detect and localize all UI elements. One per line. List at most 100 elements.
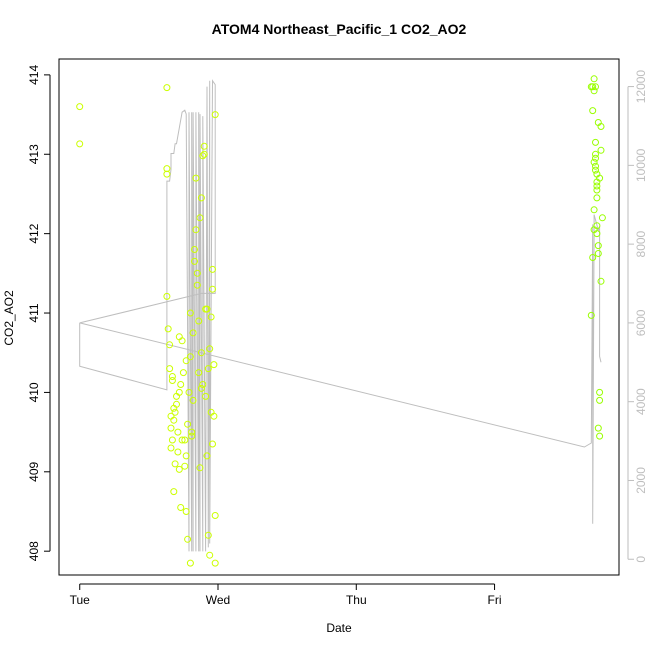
data-point [189,329,197,337]
data-point [191,246,198,253]
data-point [166,341,174,349]
plot-frame [58,58,620,576]
data-point [185,388,193,396]
data-point [175,333,183,341]
data-point [206,551,214,559]
data-point [173,392,180,400]
right-tick-label: 4000 [634,388,648,415]
data-point [593,170,601,178]
data-point [200,150,208,158]
data-point [209,285,216,293]
data-point [597,277,605,285]
data-point [179,369,187,377]
data-point [210,361,218,369]
data-point [181,462,189,470]
data-point [186,309,194,317]
data-point [197,194,205,202]
left-tick-label: 412 [27,223,41,243]
right-tick-label: 2000 [634,467,648,494]
data-point [195,317,203,325]
data-point [197,384,205,392]
right-tick-label: 6000 [634,309,648,336]
left-tick-label: 413 [27,144,41,164]
data-point [195,369,203,377]
data-point [209,265,216,273]
data-point [191,257,198,265]
data-point [596,396,604,404]
data-point [206,345,214,353]
data-point [168,436,176,444]
data-point [199,152,207,160]
data-point [590,158,598,166]
data-point [590,87,598,95]
data-point [184,535,192,543]
data-point [203,305,211,313]
data-point [203,452,211,460]
series-line [79,79,602,552]
data-point [590,206,598,214]
data-point [167,444,175,452]
data-point [168,373,176,380]
right-tick-label: 12000 [634,70,648,104]
data-point [211,512,219,519]
bottom-axis: Tue Wed Thu Fri [70,583,502,607]
bottom-tick-label: Thu [346,593,367,607]
data-point [192,226,200,234]
data-point [197,349,205,357]
left-tick-label: 414 [27,65,41,85]
data-point [593,186,601,194]
chart-title: ATOM4 Northeast_Pacific_1 CO2_AO2 [212,21,467,37]
data-point [182,357,190,365]
left-tick-label: 411 [27,303,41,322]
data-point [596,432,604,440]
bottom-tick-label: Fri [488,593,502,607]
data-point [590,226,598,234]
data-point [587,311,595,319]
data-point [592,138,599,146]
data-point [170,404,178,412]
data-point [204,365,212,373]
data-point [200,142,208,150]
data-point [166,365,174,373]
data-point [598,214,606,222]
data-point [593,194,601,202]
secondary-line-layer [79,79,602,552]
data-point [207,313,215,321]
points-layer [76,75,606,567]
data-point [196,464,204,472]
right-axis: 0 2000 4000 6000 8000 10000 12000 [627,70,648,563]
data-point [177,504,185,511]
data-point [589,254,597,261]
data-point [597,146,605,154]
data-point [596,388,604,396]
data-point [592,154,599,162]
data-point [164,325,172,333]
data-point [592,150,599,158]
data-point [589,83,597,91]
data-point [592,83,599,91]
bottom-tick-label: Wed [206,593,230,607]
data-point [168,377,176,384]
data-point [175,465,183,473]
bottom-tick-label: Tue [70,593,91,607]
left-tick-label: 410 [27,382,41,402]
data-point [188,432,196,440]
data-point [199,381,207,388]
right-tick-label: 10000 [634,148,648,182]
data-point [178,436,186,444]
data-point [163,170,171,178]
data-point [592,162,599,170]
data-point [182,452,190,460]
data-point [186,559,194,567]
x-axis-label: Date [326,621,352,635]
data-point [594,250,602,257]
data-point [594,424,602,432]
data-point [170,488,178,496]
data-point [171,408,179,416]
data-point [192,174,200,182]
data-point [196,214,204,222]
data-point [76,103,84,111]
data-point [167,424,175,432]
left-tick-label: 409 [27,461,41,481]
